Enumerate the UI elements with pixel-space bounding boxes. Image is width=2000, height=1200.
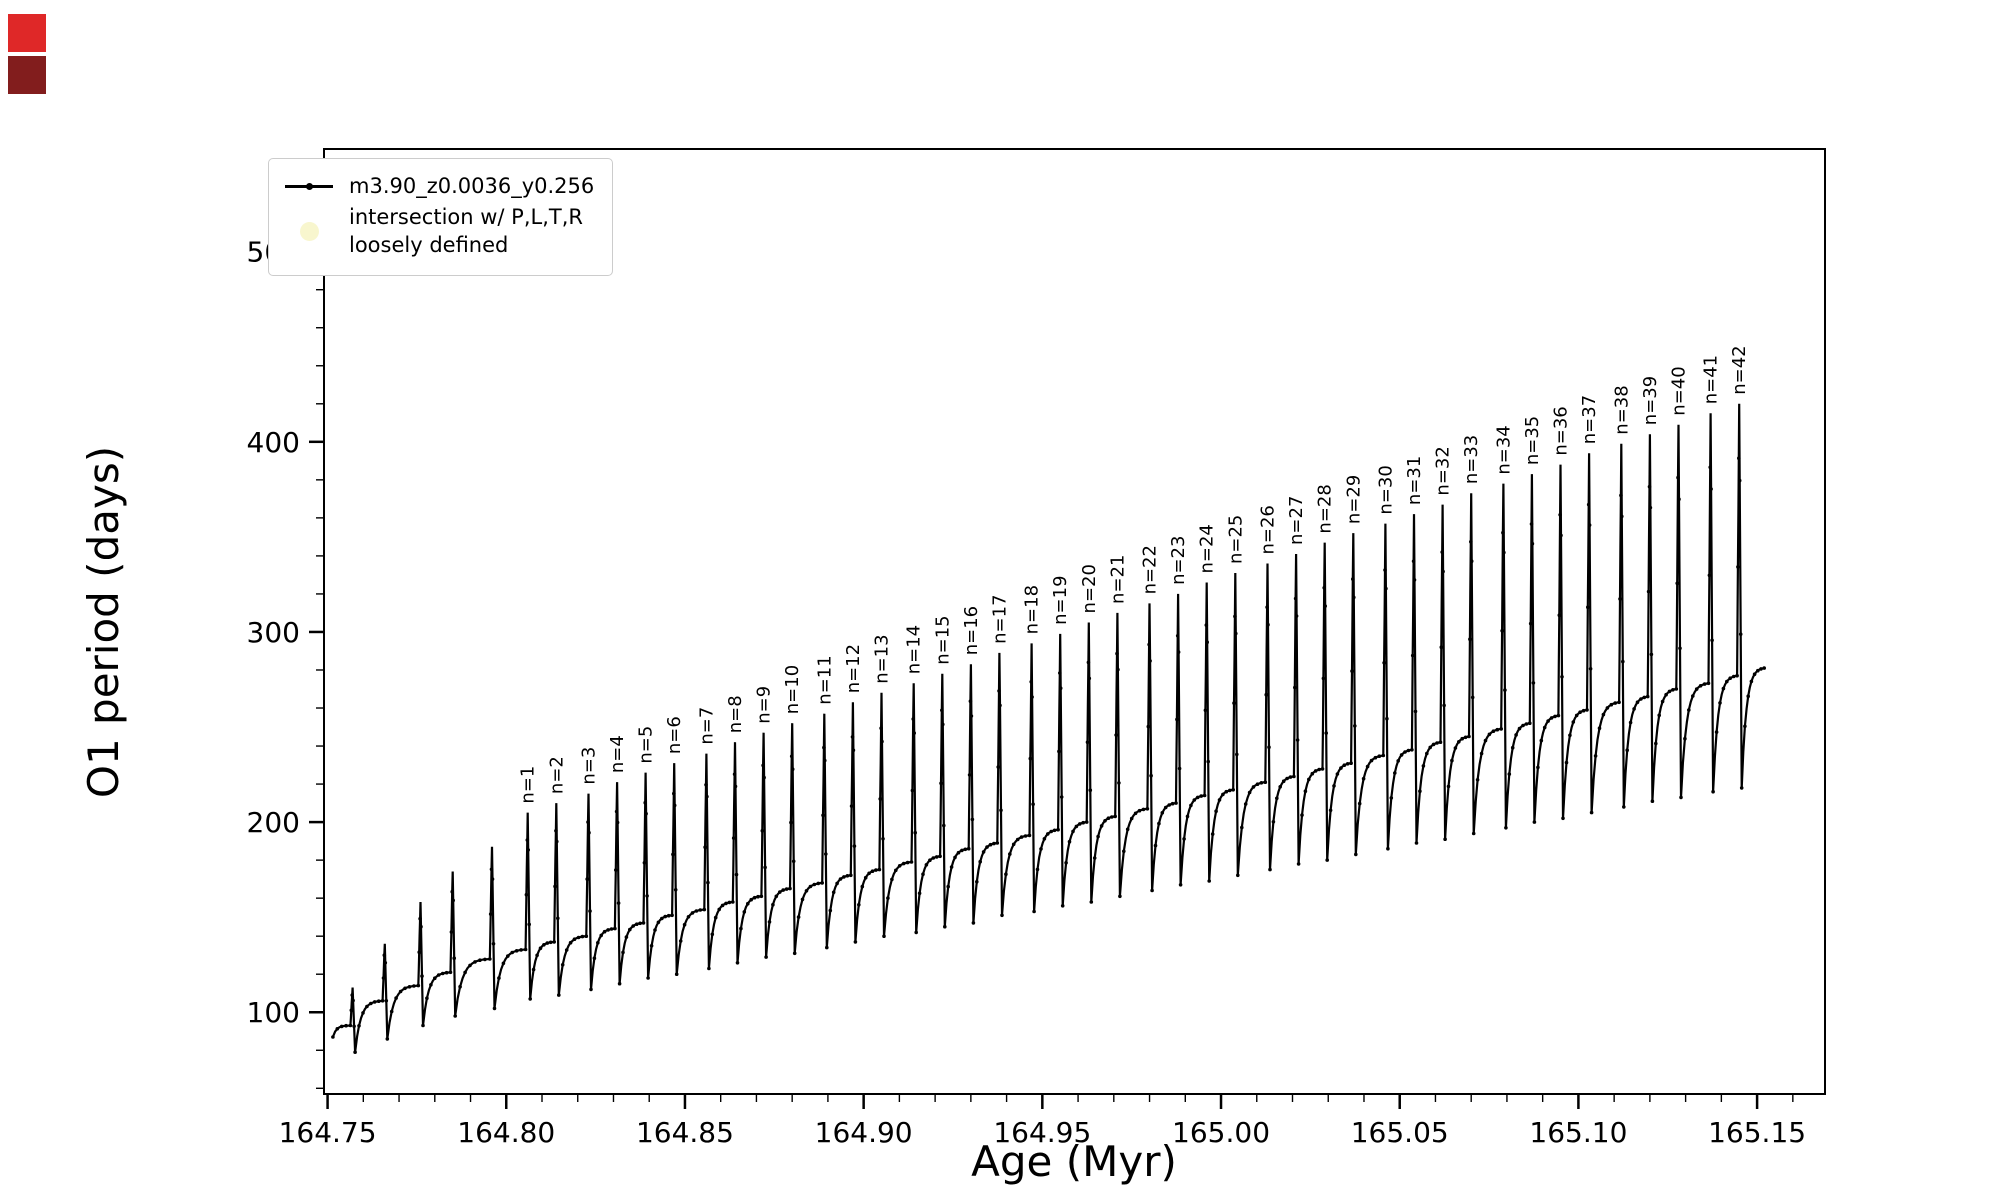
x-tick-label: 165.15 [1708, 1116, 1806, 1149]
axes-spines [323, 148, 1826, 1095]
x-axis-label: Age (Myr) [971, 1137, 1177, 1186]
spike-label: n=41 [1701, 355, 1722, 404]
spike-label: n=21 [1107, 555, 1128, 604]
spike-labels: n=1 n=2 n=3 n=4 n=5 n=6 n=7 n=8 n=9 n=10 n=11 n=12 n… [518, 345, 1751, 803]
spike-label: n=36 [1551, 406, 1572, 455]
series-path [331, 403, 1765, 1053]
spike-label: n=39 [1640, 376, 1661, 425]
axis-ticks [309, 174, 1794, 1109]
axis-tick-labels: 164.75 164.80 164.85 164.90 164.95 165.00 165.… [247, 236, 1807, 1149]
series-line [331, 403, 1765, 1053]
spike-label: n=34 [1493, 425, 1514, 474]
x-tick-label: 165.00 [1172, 1116, 1270, 1149]
spike-label: n=14 [904, 625, 925, 674]
x-tick-label: 164.85 [636, 1116, 734, 1149]
spike-label: n=32 [1433, 446, 1454, 495]
red-marker-bottom-icon [8, 56, 46, 94]
spike-label: n=16 [961, 606, 982, 655]
legend: m3.90_z0.0036_y0.256 intersection w/ P,L… [268, 158, 614, 276]
y-tick-label: 200 [247, 806, 300, 839]
legend-entry-series: m3.90_z0.0036_y0.256 [283, 173, 594, 200]
spike-label: n=15 [932, 615, 953, 664]
y-axis-label: O1 period (days) [79, 446, 128, 798]
spike-label: n=11 [814, 655, 835, 704]
legend-series-label: m3.90_z0.0036_y0.256 [349, 174, 595, 198]
spike-label: n=10 [782, 665, 803, 714]
spike-label: n=13 [872, 634, 893, 683]
spike-label: n=12 [843, 644, 864, 693]
spike-label: n=1 [518, 766, 539, 804]
series-markers [331, 456, 1766, 1054]
spike-label: n=27 [1286, 496, 1307, 545]
y-tick-label: 300 [247, 616, 300, 649]
x-tick-label: 164.75 [279, 1116, 377, 1149]
x-tick-label: 164.95 [993, 1116, 1091, 1149]
spike-label: n=35 [1522, 416, 1543, 465]
spike-label: n=18 [1022, 585, 1043, 634]
spike-label: n=7 [696, 707, 717, 745]
y-tick-label: 400 [247, 426, 300, 459]
spike-label: n=6 [664, 716, 685, 754]
spike-label: n=28 [1315, 484, 1336, 533]
spike-label: n=33 [1461, 435, 1482, 484]
spike-label: n=3 [578, 747, 599, 785]
spike-label: n=4 [607, 735, 628, 773]
spike-label: n=30 [1375, 465, 1396, 514]
spike-label: n=25 [1225, 515, 1246, 564]
spike-label: n=8 [725, 695, 746, 733]
spike-label: n=24 [1197, 524, 1218, 573]
spike-label: n=37 [1579, 395, 1600, 444]
spike-label: n=19 [1050, 575, 1071, 624]
red-marker-top-icon [8, 14, 46, 52]
x-tick-label: 165.05 [1351, 1116, 1449, 1149]
x-tick-label: 165.10 [1529, 1116, 1627, 1149]
spike-label: n=9 [754, 686, 775, 724]
spike-label: n=26 [1257, 505, 1278, 554]
spike-label: n=29 [1343, 475, 1364, 524]
x-tick-label: 164.80 [457, 1116, 555, 1149]
line-marker-icon [283, 183, 335, 190]
spike-label: n=17 [989, 594, 1010, 643]
spike-label: n=2 [546, 756, 567, 794]
spike-label: n=38 [1611, 385, 1632, 434]
spike-label: n=31 [1404, 456, 1425, 505]
legend-entry-intersection: intersection w/ P,L,T,R loosely defined [283, 204, 594, 259]
spike-label: n=23 [1168, 536, 1189, 585]
spike-label: n=22 [1140, 545, 1161, 594]
spike-label: n=5 [636, 726, 657, 764]
legend-intersection-label: intersection w/ P,L,T,R loosely defined [349, 205, 583, 257]
x-tick-label: 164.90 [815, 1116, 913, 1149]
y-tick-label: 100 [247, 996, 300, 1029]
spike-label: n=42 [1729, 345, 1750, 394]
spike-label: n=20 [1079, 564, 1100, 613]
yellow-dot-icon [283, 222, 335, 242]
spike-label: n=40 [1668, 366, 1689, 415]
